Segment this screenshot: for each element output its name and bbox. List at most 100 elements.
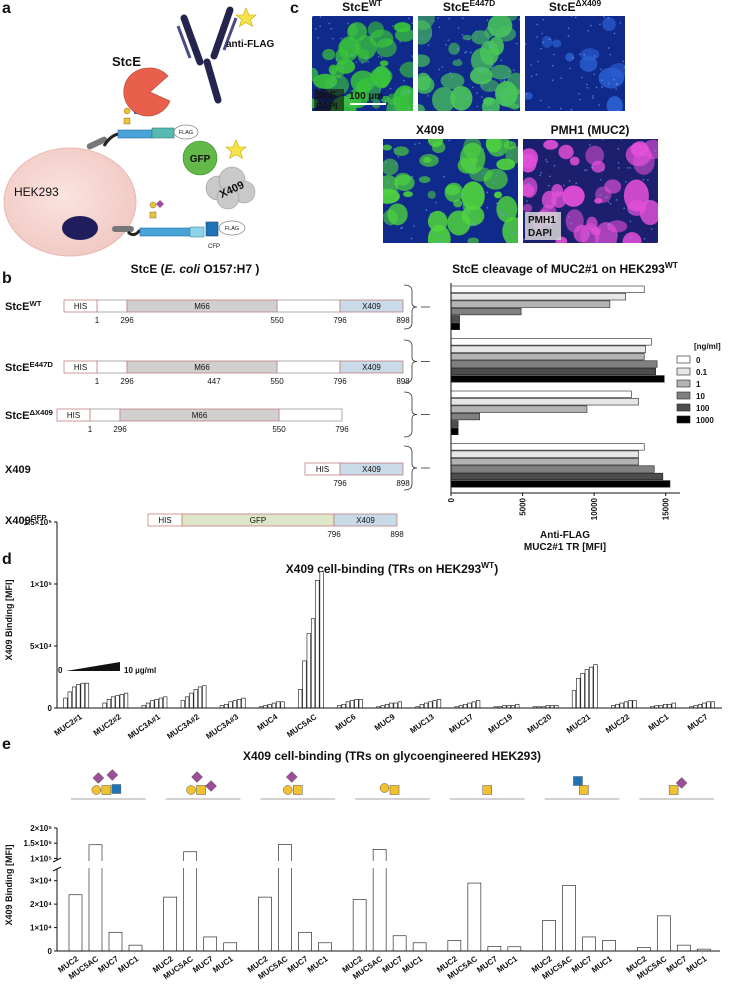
micrograph-title-part: StcE: [443, 0, 470, 14]
stain-box: [314, 89, 344, 111]
linker-region: [278, 408, 343, 422]
micrograph-texture: [523, 139, 658, 243]
bar: [663, 703, 668, 709]
nucleus-dot: [518, 18, 520, 21]
nucleus-dot: [622, 60, 625, 63]
x-axis-label: Anti-FLAG: [540, 530, 590, 541]
gland: [565, 209, 584, 233]
nucleus-dot: [375, 82, 377, 85]
bar: [412, 942, 427, 952]
bar: [447, 940, 462, 952]
gland: [541, 190, 557, 210]
bar: [258, 896, 272, 952]
gland: [427, 139, 444, 148]
gland: [386, 96, 412, 111]
x-tick-label: MUC7: [475, 954, 499, 975]
bar: [197, 686, 203, 709]
bar: [432, 700, 437, 709]
bar: [450, 420, 459, 428]
nucleus-dot: [605, 196, 608, 198]
nucleus-dot: [601, 86, 603, 88]
nucleus-dot: [352, 45, 355, 47]
bar: [656, 915, 671, 952]
nucleus-dot: [618, 167, 620, 169]
nucleus-dot: [617, 110, 619, 111]
nucleus-dot: [551, 64, 554, 67]
nucleus-dot: [570, 16, 573, 17]
bar: [515, 703, 520, 709]
gland: [585, 145, 605, 166]
schematic-label: anti-FLAG: [226, 39, 275, 50]
bar: [389, 702, 394, 709]
cfp-domain: [205, 221, 219, 237]
bar: [393, 702, 398, 709]
nucleus-dot: [607, 47, 610, 49]
flag-tag: [173, 124, 199, 140]
nucleus-dot: [338, 76, 341, 79]
micrograph: [525, 16, 625, 111]
nucleus-dot: [465, 50, 468, 53]
nucleus-dot: [445, 44, 447, 46]
x-tick-label: MUC9: [373, 712, 397, 733]
bar: [467, 882, 482, 952]
bar: [310, 618, 316, 709]
domain-title-part: E. coli: [165, 262, 201, 276]
schematic: [3, 6, 257, 257]
x-tick-label: 10000: [590, 497, 599, 520]
gland: [394, 172, 411, 186]
star: [235, 7, 257, 28]
gland: [580, 48, 600, 61]
legend-swatch: [676, 355, 691, 364]
domain-segment: [339, 462, 404, 476]
nucleus-dot: [495, 202, 498, 205]
residue-number: 898: [396, 377, 410, 386]
nucleus-dot: [615, 88, 617, 90]
antibody: [180, 6, 234, 104]
nucleus-dot: [617, 148, 620, 150]
segment-label: M66: [194, 363, 210, 372]
glycan-icon: [91, 785, 102, 795]
stain-label: StcE: [316, 90, 336, 100]
bar: [392, 935, 407, 952]
x-tick-label: MUC2#2: [92, 712, 123, 738]
nucleus-dot: [563, 184, 565, 187]
bar: [298, 689, 303, 709]
nucleus-dot: [598, 104, 600, 106]
nucleus-dot: [593, 73, 595, 75]
nucleus-dot: [413, 225, 415, 227]
glycan-icon: [111, 784, 122, 794]
nucleus-dot: [586, 169, 588, 171]
bar: [676, 944, 691, 952]
residue-number: 796: [333, 479, 347, 488]
nucleus-dot: [388, 187, 391, 190]
glycan-icon: [482, 785, 492, 795]
x-tick-label: MUC1: [685, 954, 709, 975]
domain: [189, 226, 205, 238]
bar: [467, 702, 472, 709]
bracket: [403, 391, 418, 438]
gland: [523, 177, 538, 198]
x-tick-label: MUC3A#3: [204, 712, 240, 741]
gland: [606, 96, 623, 111]
x-tick-label: MUC7: [665, 954, 689, 975]
glycan-icon: [293, 785, 303, 795]
nucleus-dot: [540, 99, 542, 102]
gland: [562, 185, 585, 207]
y-tick-label: 1×10⁵: [30, 854, 52, 863]
micrograph-title: StcEWT: [342, 0, 383, 14]
gland: [463, 139, 482, 159]
nucleus-dot: [503, 77, 506, 80]
bar: [576, 677, 581, 709]
gland: [418, 104, 426, 111]
nucleus-dot: [487, 26, 489, 29]
nucleus-dot: [378, 69, 380, 72]
legend-swatch: [676, 415, 691, 424]
nucleus-dot: [352, 23, 355, 26]
nucleus-dot: [397, 190, 400, 192]
nucleus-dot: [641, 140, 644, 143]
y-tick-label: 1.5×10⁵: [24, 518, 53, 527]
micrograph-title-part: StcE: [549, 0, 576, 14]
bar: [278, 844, 292, 952]
x-tick-label: MUC17: [448, 712, 476, 735]
gland: [602, 17, 616, 32]
